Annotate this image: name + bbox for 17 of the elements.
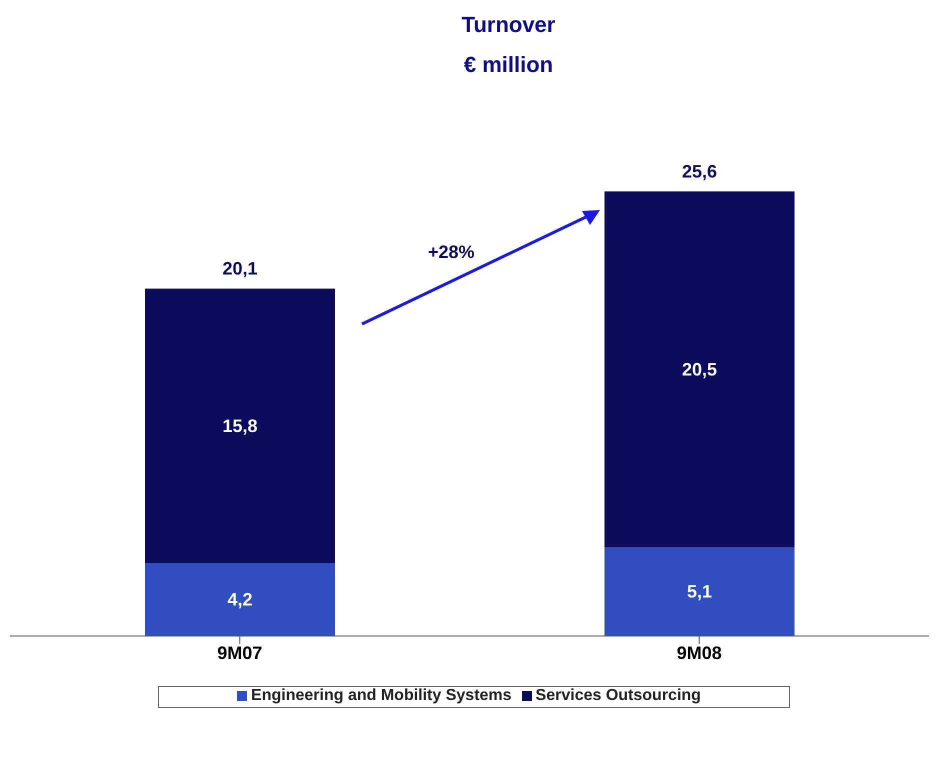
bar (604, 547, 794, 636)
data-label: 15,8 (222, 416, 258, 436)
data-label: 5,1 (686, 582, 712, 602)
data-label: 4,2 (227, 590, 253, 610)
bar (145, 288, 335, 564)
legend-label: Services Outsourcing (536, 687, 701, 704)
chart-title: Turnover (460, 12, 556, 38)
bar (145, 563, 335, 636)
bar (604, 191, 794, 548)
legend-label: Engineering and Mobility Systems (251, 687, 512, 704)
total-label: 25,6 (682, 161, 718, 182)
annotation: +28% (428, 242, 475, 263)
chart-subtitle: € million (462, 52, 554, 78)
total-label: 20,1 (222, 258, 258, 279)
x-tick-label: 9M08 (676, 642, 722, 663)
x-tick-label: 9M07 (217, 642, 262, 663)
data-label: 20,5 (682, 359, 718, 380)
